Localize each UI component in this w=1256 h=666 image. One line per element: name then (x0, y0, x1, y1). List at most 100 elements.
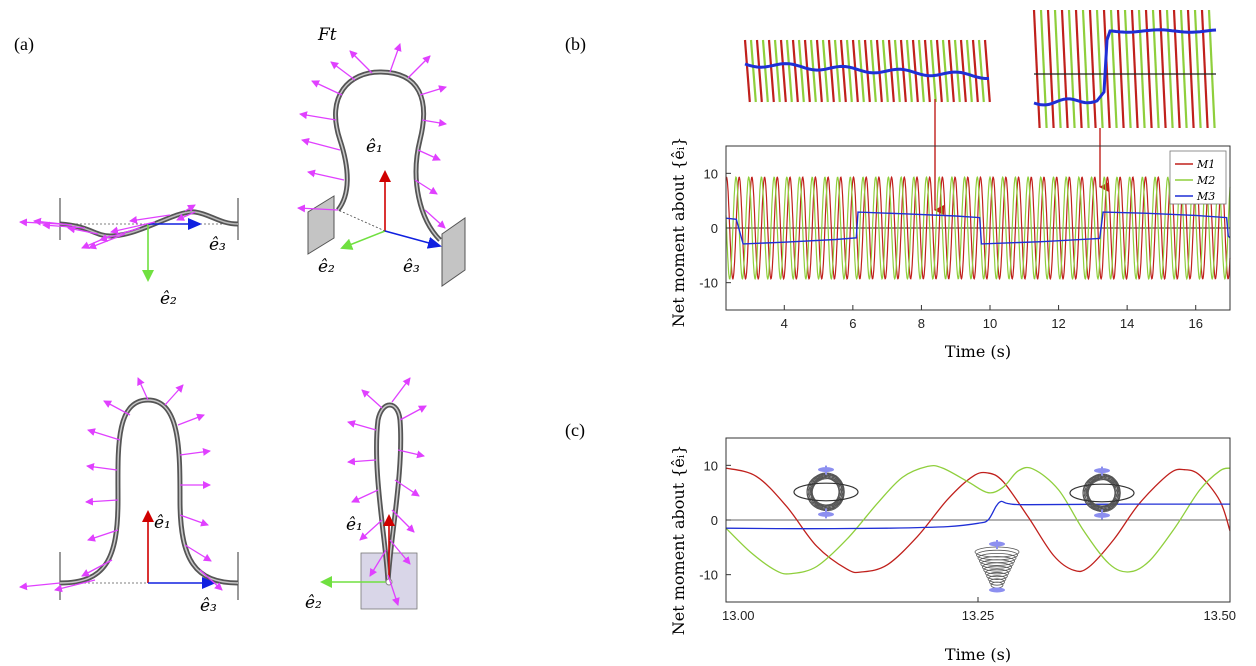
force-arrow (407, 55, 431, 79)
x-tick-label: 10 (983, 316, 997, 331)
panel-label-b: (b) (565, 34, 586, 55)
zoom-inset-left (743, 39, 991, 103)
force-arrow (42, 221, 86, 230)
y-tick-label: 10 (704, 458, 718, 473)
series-line-M3 (725, 500, 1230, 530)
x-tick-label: 6 (849, 316, 856, 331)
force-arrow (424, 209, 446, 229)
y-tick-label: 0 (711, 513, 718, 528)
chart-b: 4 6 8 10 12 14 16 -10 0 10 M1 M2 M3 Time (s) Net mo… (669, 9, 1231, 361)
y-tick-label: -10 (699, 568, 718, 583)
force-arrow (301, 137, 341, 151)
force-arrow (307, 169, 345, 181)
rod-diagrams: ê₃ ê₂ Ft ê₁ ê₂ ê₃ (19, 25, 466, 616)
legend-label: M3 (1196, 190, 1215, 203)
force-arrow (199, 569, 223, 591)
series-line-M3 (725, 211, 1231, 245)
y-axis-label: Net moment about {êᵢ} (669, 445, 688, 636)
force-arrows (19, 377, 223, 593)
force-arrow (110, 221, 156, 235)
force-arrows (347, 377, 427, 606)
x-axis-label: Time (s) (945, 645, 1011, 664)
coil-inset-flat-right (1069, 466, 1135, 520)
force-arrow (81, 559, 113, 577)
force-arrows (297, 43, 447, 229)
force-arrow (129, 214, 171, 224)
force-arrow (103, 400, 131, 416)
panel-label-c: (c) (565, 420, 585, 441)
e1-label: ê₁ (346, 515, 363, 535)
force-arrow (387, 574, 400, 606)
y-axis-label: Net moment about {êᵢ} (669, 137, 688, 328)
force-arrow (67, 225, 99, 235)
e3-label: ê₃ (200, 596, 217, 616)
force-arrow (99, 227, 141, 242)
force-arrow (421, 118, 447, 127)
x-tick-label: 4 (781, 316, 788, 331)
force-arrow (419, 85, 447, 96)
x-tick-label: 16 (1188, 316, 1202, 331)
force-arrow (347, 457, 377, 466)
force-arrow (87, 428, 121, 441)
e2-label: ê₂ (305, 593, 322, 613)
legend: M1 M2 M3 (1169, 150, 1227, 205)
force-arrow (164, 384, 184, 406)
y-tick-label: 10 (704, 166, 718, 181)
force-arrow (347, 420, 377, 431)
force-arrow (399, 405, 427, 421)
force-arrow (394, 479, 420, 497)
rod-view-3d: Ft ê₁ ê₂ ê₃ (297, 25, 466, 287)
series-line-M1 (725, 467, 1231, 574)
force-arrow (414, 179, 438, 195)
e1-label: ê₁ (366, 137, 383, 157)
x-tick-label: 8 (918, 316, 925, 331)
x-tick-label: 14 (1120, 316, 1134, 331)
e1-label: ê₁ (154, 513, 171, 533)
force-arrow (54, 579, 96, 593)
x-tick-label: 13.00 (722, 608, 755, 623)
force-arrow (297, 204, 339, 213)
force-arrow (391, 509, 415, 533)
panel-label-a: (a) (14, 34, 34, 55)
x-axis-label: Time (s) (945, 342, 1011, 361)
coil-inset-cone (974, 540, 1020, 593)
e3-label: ê₃ (209, 235, 226, 255)
legend-label: M2 (1196, 174, 1215, 187)
force-arrow (176, 211, 196, 221)
y-tick-label: 0 (711, 221, 718, 236)
e2-label: ê₂ (318, 257, 335, 277)
force-arrow (19, 582, 61, 591)
x-tick-label: 12 (1051, 316, 1065, 331)
force-arrow (369, 549, 387, 577)
force-arrow (391, 377, 411, 403)
force-arrow (137, 377, 149, 401)
force-arrow (179, 514, 209, 527)
rod-view-front: ê₁ ê₃ (19, 377, 239, 616)
force-arrows (19, 204, 196, 250)
force-arrow (86, 462, 118, 471)
e3-arrow (384, 230, 442, 249)
coil-inset-flat-left (793, 465, 859, 519)
force-arrow (177, 413, 205, 426)
series-line-M1 (725, 175, 1231, 281)
force-arrow (87, 529, 119, 542)
force-arrow (299, 111, 337, 121)
force-arrow (85, 497, 119, 506)
e3-label: ê₃ (403, 257, 420, 277)
force-arrow (359, 519, 383, 541)
force-arrow (361, 389, 383, 409)
force-arrow (417, 149, 441, 161)
force-arrow (397, 449, 425, 459)
x-tick-label: 13.25 (962, 608, 995, 623)
force-arrow (389, 539, 411, 565)
series-line-M2 (725, 175, 1231, 281)
rod-view-side: ê₃ ê₂ (19, 198, 239, 309)
e2-arrow (340, 230, 386, 250)
series-line-M2 (725, 464, 1231, 575)
force-arrow (184, 204, 196, 213)
force-label: Ft (317, 25, 337, 45)
rod-view-top: ê₁ ê₂ (305, 377, 427, 613)
force-arrow (33, 217, 73, 226)
force-arrow (184, 544, 212, 562)
